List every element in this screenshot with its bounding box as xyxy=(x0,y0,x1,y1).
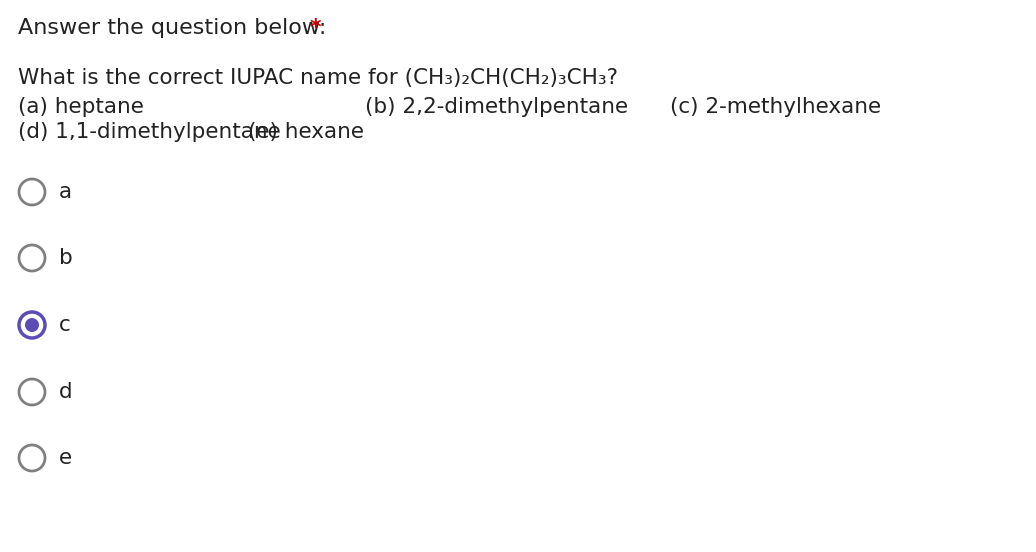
Text: What is the correct IUPAC name for (CH₃)₂CH(CH₂)₃CH₃?: What is the correct IUPAC name for (CH₃)… xyxy=(18,68,618,88)
Text: (a) heptane: (a) heptane xyxy=(18,97,144,117)
Circle shape xyxy=(25,318,39,332)
Text: (e) hexane: (e) hexane xyxy=(248,122,364,142)
Text: c: c xyxy=(59,315,70,335)
Text: (b) 2,2-dimethylpentane: (b) 2,2-dimethylpentane xyxy=(365,97,628,117)
Circle shape xyxy=(23,316,41,334)
Text: a: a xyxy=(59,182,73,202)
Text: (c) 2-methylhexane: (c) 2-methylhexane xyxy=(670,97,882,117)
Circle shape xyxy=(19,245,45,271)
Text: *: * xyxy=(310,18,321,38)
Text: Answer the question below:: Answer the question below: xyxy=(18,18,334,38)
Text: b: b xyxy=(59,248,73,268)
Text: d: d xyxy=(59,382,73,402)
Circle shape xyxy=(19,379,45,405)
Text: e: e xyxy=(59,448,73,468)
Circle shape xyxy=(19,445,45,471)
Circle shape xyxy=(19,179,45,205)
Text: (d) 1,1-dimethylpentane: (d) 1,1-dimethylpentane xyxy=(18,122,281,142)
